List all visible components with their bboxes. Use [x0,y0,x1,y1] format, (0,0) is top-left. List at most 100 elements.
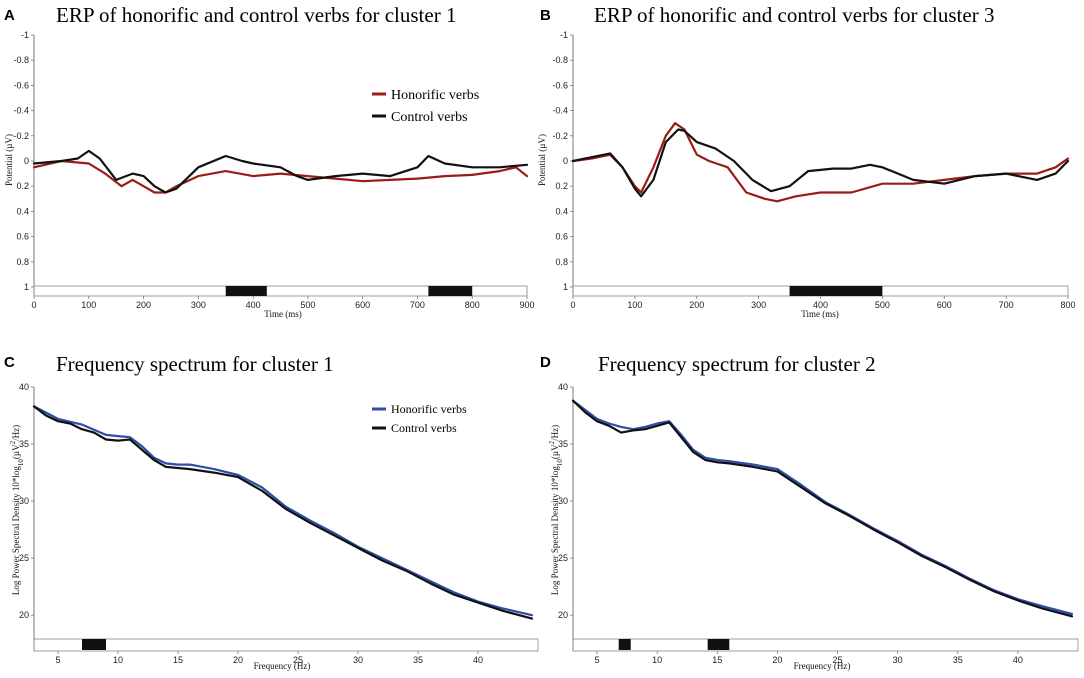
panel-c-significance-strip [33,638,539,652]
panel-b-ylabel: Potential (µV) [537,134,547,186]
panel-c-title: Frequency spectrum for cluster 1 [56,352,334,376]
x-tick-label: 800 [1060,300,1075,310]
x-tick-label: 0 [570,300,575,310]
x-tick-label: 20 [233,655,243,665]
x-tick-label: 600 [937,300,952,310]
y-tick-label: 0.6 [555,232,568,242]
x-tick-label: 20 [772,655,782,665]
panel-c-xlabel: Frequency (Hz) [254,661,311,671]
panel-d-significance-strip [572,638,1079,652]
panel-b-plot: -1-0.8-0.6-0.4-0.200.20.40.60.810 100 200 3… [552,30,1075,310]
x-tick-label: 400 [813,300,828,310]
panel-b-xlabel: Time (ms) [801,309,838,319]
panel-a-ylabel: Potential (µV) [4,134,14,186]
y-tick-label: 0 [24,156,29,166]
y-tick-label: 0.4 [16,206,29,216]
x-tick-label: 200 [136,300,151,310]
x-tick-label: 30 [353,655,363,665]
x-tick-label: 600 [355,300,370,310]
x-tick-label: 500 [875,300,890,310]
y-tick-label: 0.4 [555,206,568,216]
series-line-honorific [571,399,1074,616]
x-tick-label: 15 [712,655,722,665]
x-tick-label: 10 [113,655,123,665]
y-tick-label: -0.4 [552,106,568,116]
y-tick-label: -0.8 [552,55,568,65]
y-tick-label: -0.2 [552,131,568,141]
panel-a-legend: Honorific verbs Control verbs [372,88,479,125]
x-tick-label: 5 [55,655,60,665]
x-tick-label: 100 [627,300,642,310]
panel-c-ylabel: Log Power Spectral Density 10*log10(µV2/… [9,425,25,595]
x-tick-label: 10 [652,655,662,665]
y-tick-label: -0.6 [13,80,29,90]
y-tick-label: -0.4 [13,106,29,116]
x-tick-label: 25 [833,655,843,665]
y-tick-label: -1 [21,30,29,40]
panel-a-xlabel: Time (ms) [264,309,301,319]
series-line-honorific [571,122,1070,203]
panel-d-plot: 20 25 30 35 40 5 10 15 20 25 30 35 40 [558,382,1079,665]
legend-honorific-label: Honorific verbs [391,402,467,416]
x-tick-label: 40 [473,655,483,665]
x-tick-label: 400 [246,300,261,310]
y-tick-label: 0.8 [555,257,568,267]
x-tick-label: 40 [1013,655,1023,665]
y-tick-label: -0.6 [552,80,568,90]
y-tick-label: 0.2 [555,181,568,191]
panel-a-plot: -1-0.8-0.6-0.4-0.200.20.40.60.810 100 200 3… [13,30,534,310]
x-tick-label: 900 [519,300,534,310]
y-tick-label: 0.6 [16,232,29,242]
y-tick-label: 20 [558,610,568,620]
x-tick-label: 300 [191,300,206,310]
panel-c-plot: 20 25 30 35 40 5 10 15 20 25 30 35 40 [19,382,539,665]
panel-letter-c: C [4,354,15,371]
y-tick-label: 20 [19,610,29,620]
y-tick-label: -1 [560,30,568,40]
significance-bar [618,639,631,650]
y-tick-label: 40 [558,382,568,392]
panel-d-xlabel: Frequency (Hz) [794,661,851,671]
x-tick-label: 700 [410,300,425,310]
significance-bar [428,286,473,296]
y-tick-label: 1 [24,282,29,292]
panel-d-ylabel: Log Power Spectral Density 10*log10(µV2/… [548,425,564,595]
y-tick-label: 35 [19,439,29,449]
x-tick-label: 100 [81,300,96,310]
y-tick-label: 35 [558,439,568,449]
significance-bar [82,639,106,650]
panel-letter-d: D [540,354,551,371]
x-tick-label: 25 [293,655,303,665]
panel-d-title: Frequency spectrum for cluster 2 [598,352,876,376]
x-tick-label: 500 [300,300,315,310]
y-tick-label: 40 [19,382,29,392]
significance-bar [707,639,730,650]
significance-bar [789,286,883,296]
y-tick-label: -0.8 [13,55,29,65]
panel-a-title: ERP of honorific and control verbs for c… [56,3,456,27]
legend-honorific-label: Honorific verbs [391,88,479,103]
x-tick-label: 15 [173,655,183,665]
panel-letter-a: A [4,7,15,24]
legend-control-label: Control verbs [391,421,457,435]
series-line-control [32,405,534,620]
panel-b-title: ERP of honorific and control verbs for c… [594,3,994,27]
x-tick-label: 700 [999,300,1014,310]
series-line-honorific [32,405,534,617]
y-tick-label: 1 [563,282,568,292]
x-tick-label: 35 [413,655,423,665]
panel-c-legend: Honorific verbs Control verbs [372,402,467,435]
series-line-control [32,149,529,194]
x-tick-label: 30 [893,655,903,665]
series-line-control [571,399,1074,618]
x-tick-label: 5 [595,655,600,665]
x-tick-label: 800 [465,300,480,310]
y-tick-label: 25 [558,553,568,563]
y-tick-label: 0 [563,156,568,166]
x-tick-label: 300 [751,300,766,310]
x-tick-label: 200 [689,300,704,310]
panel-a-significance-strip [33,285,528,297]
y-tick-label: -0.2 [13,131,29,141]
y-tick-label: 25 [19,553,29,563]
x-tick-label: 35 [953,655,963,665]
